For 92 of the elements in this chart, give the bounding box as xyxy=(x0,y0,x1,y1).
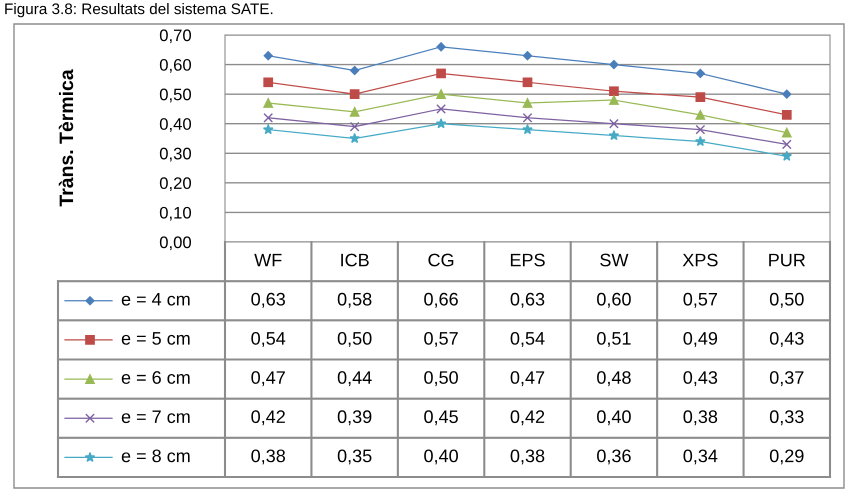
data-label: 0,35 xyxy=(338,449,372,464)
data-label: 0,43 xyxy=(683,371,718,386)
data-label: 0,42 xyxy=(251,410,285,426)
data-label: 0,57 xyxy=(683,292,718,308)
data-label: 0,33 xyxy=(770,410,804,426)
y-tick-label: 0,50 xyxy=(160,88,192,102)
legend-label: e = 6 cm xyxy=(122,371,190,384)
point xyxy=(350,122,360,132)
point xyxy=(522,77,532,88)
y-tick-label: 0,00 xyxy=(160,236,192,250)
point xyxy=(350,107,360,117)
data-label: 0,58 xyxy=(338,292,372,308)
point xyxy=(695,92,706,102)
data-label: 0,47 xyxy=(251,371,285,386)
point xyxy=(436,104,446,114)
y-tick-label: 0,70 xyxy=(160,29,192,44)
x-tick-label: PUR xyxy=(769,254,806,266)
data-label: 0,44 xyxy=(338,371,372,386)
point xyxy=(436,89,446,100)
point xyxy=(350,66,360,76)
chart-title: Figura 3.8: Resultats del sistema SATE. xyxy=(5,3,272,18)
point xyxy=(263,98,274,108)
point xyxy=(263,112,274,123)
point xyxy=(609,95,619,105)
legend-label: e = 7 cm xyxy=(122,410,190,424)
point xyxy=(609,86,619,96)
data-label: 0,54 xyxy=(510,332,545,347)
data-label: 0,38 xyxy=(251,449,285,464)
point xyxy=(695,110,706,120)
point xyxy=(695,124,706,134)
x-tick-label: EPS xyxy=(510,254,545,266)
data-label: 0,29 xyxy=(770,449,804,464)
y-axis-title: Tràns. Tèrmica xyxy=(58,69,74,206)
y-tick-label: 0,40 xyxy=(160,118,192,132)
x-tick-label: WF xyxy=(254,254,282,266)
data-label: 0,43 xyxy=(770,332,804,347)
data-label: 0,39 xyxy=(338,410,372,426)
point xyxy=(262,124,274,134)
data-label: 0,40 xyxy=(424,449,458,464)
point xyxy=(350,89,360,100)
data-label: 0,38 xyxy=(683,410,718,426)
x-tick-label: ICB xyxy=(341,254,369,266)
data-label: 0,49 xyxy=(683,332,718,347)
data-label: 0,36 xyxy=(597,449,631,464)
point xyxy=(263,77,274,88)
point xyxy=(522,51,532,60)
point xyxy=(349,132,360,144)
data-label: 0,54 xyxy=(251,332,286,347)
point xyxy=(781,150,792,161)
point xyxy=(522,112,532,123)
point xyxy=(609,60,619,70)
point xyxy=(609,118,619,129)
y-tick-label: 0,10 xyxy=(160,206,192,221)
point xyxy=(782,128,792,138)
data-label: 0,47 xyxy=(510,371,544,386)
data-label: 0,48 xyxy=(597,371,631,386)
point xyxy=(782,90,792,99)
data-label: 0,50 xyxy=(770,292,804,308)
point xyxy=(522,124,533,134)
x-tick-label: CG xyxy=(428,254,454,266)
data-label: 0,50 xyxy=(424,371,458,386)
point xyxy=(782,110,792,120)
data-label: 0,34 xyxy=(683,449,718,464)
point xyxy=(436,42,446,52)
legend-label: e = 8 cm xyxy=(122,449,190,462)
y-tick-label: 0,20 xyxy=(160,177,192,192)
x-tick-label: XPS xyxy=(682,254,718,266)
data-label: 0,45 xyxy=(424,410,458,426)
data-label: 0,63 xyxy=(510,292,544,308)
x-tick-label: SW xyxy=(600,254,628,266)
data-label: 0,40 xyxy=(597,410,631,426)
legend-label: e = 5 cm xyxy=(122,332,190,345)
data-label: 0,57 xyxy=(424,332,458,347)
data-label: 0,50 xyxy=(338,332,372,347)
legend-label: e = 4 cm xyxy=(122,292,190,306)
y-tick-label: 0,30 xyxy=(160,148,192,162)
data-label: 0,60 xyxy=(597,292,631,308)
data-label: 0,42 xyxy=(510,410,544,426)
data-label: 0,38 xyxy=(510,449,544,464)
data-label: 0,66 xyxy=(424,292,458,308)
data-label: 0,51 xyxy=(597,332,631,347)
y-tick-label: 0,60 xyxy=(160,58,192,73)
point xyxy=(264,51,273,60)
data-label: 0,37 xyxy=(770,371,804,386)
point xyxy=(436,68,446,78)
point xyxy=(436,118,446,128)
point xyxy=(696,68,705,78)
point xyxy=(782,140,792,150)
point xyxy=(608,130,620,140)
point xyxy=(522,98,532,108)
data-label: 0,63 xyxy=(251,292,285,308)
point xyxy=(695,136,706,146)
